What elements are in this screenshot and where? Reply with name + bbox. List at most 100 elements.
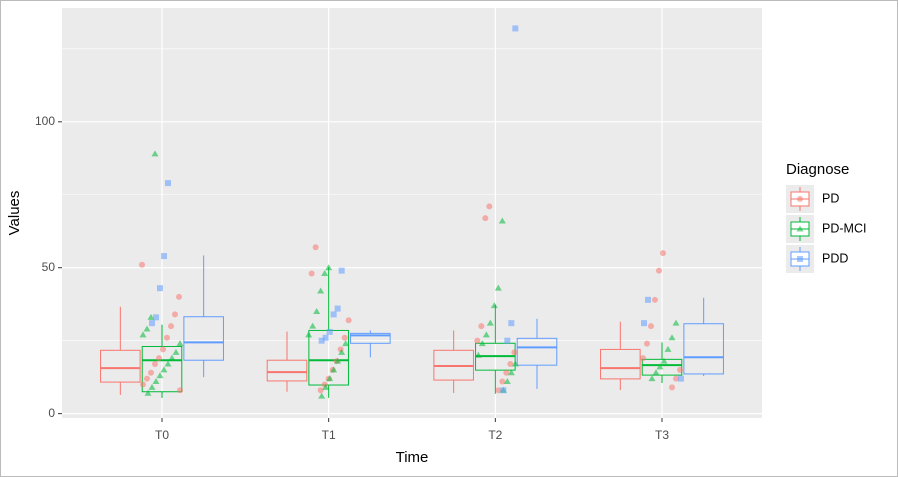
point bbox=[511, 349, 518, 356]
point bbox=[148, 369, 154, 376]
point bbox=[172, 311, 178, 318]
point bbox=[478, 340, 486, 347]
point bbox=[152, 361, 158, 368]
box bbox=[266, 359, 308, 382]
point bbox=[151, 150, 159, 157]
y-tick-label: 0 bbox=[48, 406, 55, 420]
point bbox=[318, 392, 326, 399]
point bbox=[148, 383, 156, 390]
point bbox=[498, 217, 506, 224]
point bbox=[144, 389, 152, 396]
panel bbox=[62, 8, 762, 418]
point bbox=[156, 355, 162, 362]
box bbox=[100, 349, 141, 383]
point bbox=[177, 387, 183, 394]
point bbox=[507, 369, 515, 376]
box bbox=[600, 348, 641, 380]
point bbox=[641, 320, 647, 327]
point bbox=[478, 323, 485, 330]
legend-key bbox=[797, 256, 803, 262]
point bbox=[507, 361, 514, 368]
point bbox=[342, 340, 350, 347]
point bbox=[503, 378, 511, 385]
legend-label: PD bbox=[822, 191, 839, 205]
point bbox=[500, 387, 507, 394]
point bbox=[645, 296, 651, 303]
x-axis-label: Time bbox=[396, 449, 429, 466]
point bbox=[338, 267, 345, 274]
x-tick-label: T1 bbox=[322, 428, 336, 442]
point bbox=[648, 375, 656, 382]
point bbox=[147, 313, 155, 320]
point bbox=[482, 331, 490, 338]
point bbox=[668, 334, 676, 341]
point bbox=[482, 215, 489, 222]
legend-title: Diagnose bbox=[786, 161, 849, 178]
point bbox=[139, 331, 147, 338]
point bbox=[305, 331, 313, 338]
box bbox=[183, 316, 224, 361]
point bbox=[312, 244, 319, 251]
x-tick-label: T2 bbox=[488, 428, 502, 442]
box bbox=[683, 323, 724, 375]
point bbox=[494, 284, 502, 291]
legend-label: PD-MCI bbox=[822, 221, 866, 235]
point bbox=[330, 311, 337, 318]
point bbox=[677, 366, 683, 373]
legend-key bbox=[796, 225, 804, 232]
point bbox=[152, 378, 160, 385]
y-axis-label: Values bbox=[6, 191, 23, 236]
point bbox=[640, 355, 646, 362]
point bbox=[474, 337, 481, 344]
point bbox=[322, 383, 330, 390]
point bbox=[669, 384, 675, 391]
point bbox=[334, 357, 342, 364]
point bbox=[474, 351, 482, 358]
point bbox=[341, 334, 348, 341]
point bbox=[504, 337, 511, 344]
point bbox=[678, 375, 684, 382]
point bbox=[149, 320, 155, 327]
point bbox=[157, 285, 163, 292]
y-tick-label: 50 bbox=[42, 260, 56, 274]
point bbox=[317, 287, 325, 294]
point bbox=[652, 369, 660, 376]
point bbox=[672, 319, 680, 326]
point bbox=[490, 302, 498, 309]
point bbox=[660, 357, 668, 364]
point bbox=[143, 325, 151, 332]
point bbox=[511, 360, 519, 367]
point bbox=[326, 328, 333, 335]
point bbox=[144, 375, 150, 382]
point bbox=[153, 314, 159, 321]
point bbox=[321, 270, 329, 277]
point bbox=[308, 270, 315, 277]
point bbox=[317, 387, 324, 394]
legend-key bbox=[797, 196, 803, 202]
point bbox=[318, 337, 325, 344]
point bbox=[648, 323, 654, 330]
box bbox=[641, 358, 683, 376]
point bbox=[168, 323, 174, 330]
point bbox=[313, 307, 321, 314]
point bbox=[164, 334, 170, 341]
point bbox=[168, 354, 176, 361]
point bbox=[161, 253, 167, 260]
point bbox=[664, 345, 672, 352]
point bbox=[140, 381, 146, 388]
point bbox=[644, 340, 650, 347]
point bbox=[160, 366, 168, 373]
point bbox=[503, 369, 510, 376]
x-tick-label: T3 bbox=[655, 428, 669, 442]
point bbox=[165, 180, 171, 187]
point bbox=[176, 293, 182, 300]
legend-label: PDD bbox=[822, 251, 848, 265]
point bbox=[156, 372, 164, 379]
point bbox=[486, 203, 493, 210]
point bbox=[338, 348, 346, 355]
point bbox=[176, 340, 184, 347]
box bbox=[141, 346, 183, 393]
point bbox=[512, 25, 519, 32]
point bbox=[322, 334, 329, 341]
